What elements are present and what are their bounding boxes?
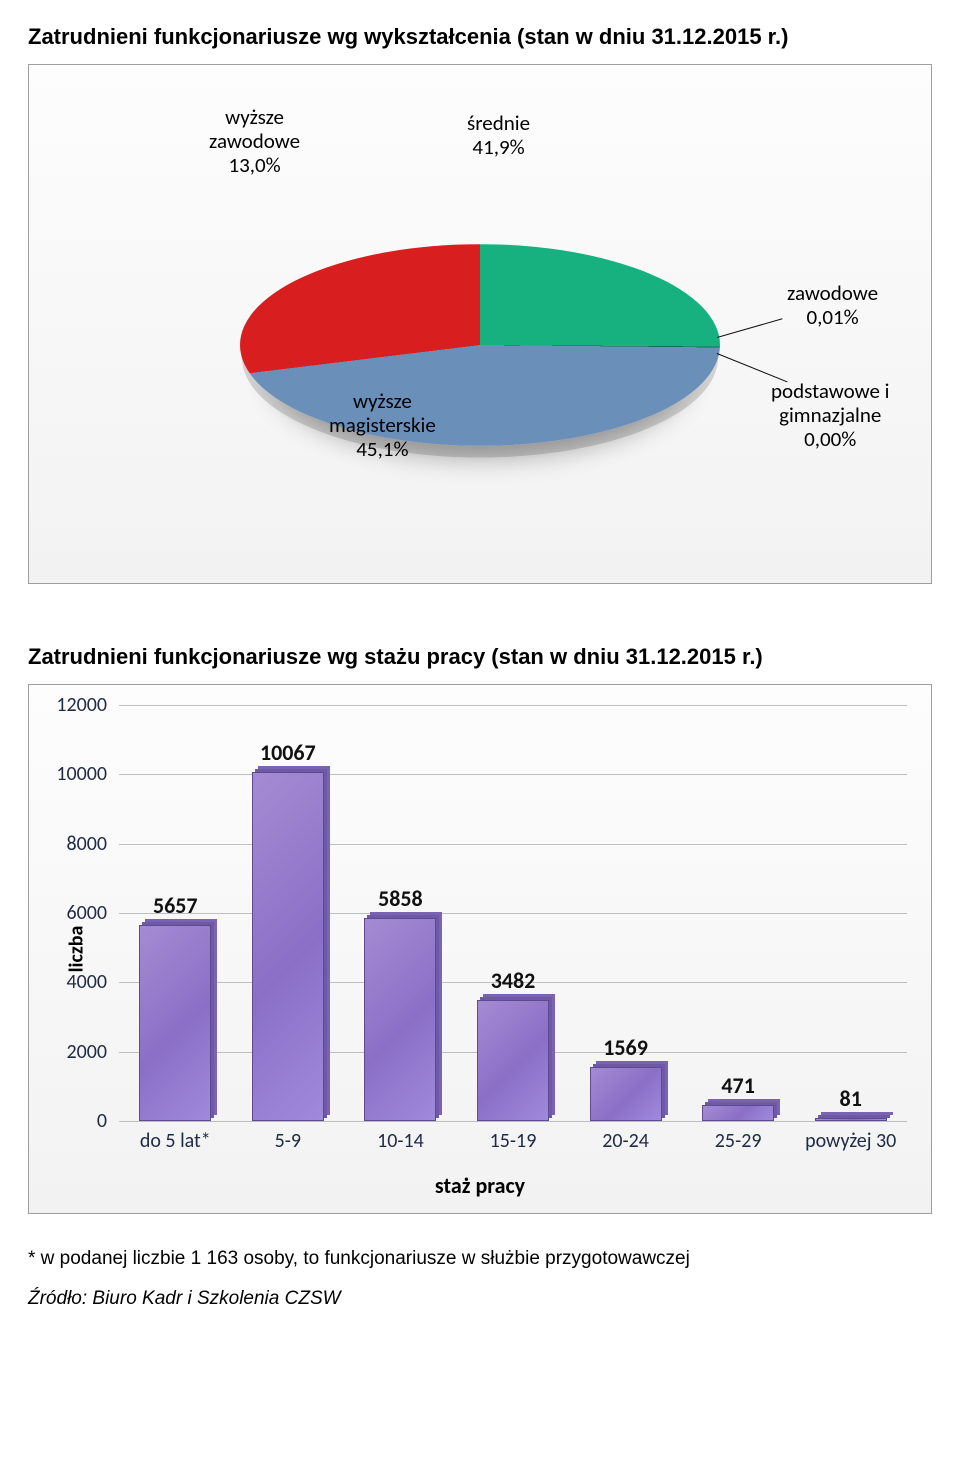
- pie-leader-1: [717, 318, 783, 338]
- bar-chart-title: Zatrudnieni funkcjonariusze wg stażu pra…: [28, 644, 932, 670]
- bar: [477, 1000, 549, 1121]
- bar-y-axis-title: liczba: [64, 926, 88, 973]
- bar-ytick: 2000: [47, 1040, 107, 1064]
- bar-category-label: do 5 lat*: [115, 1129, 235, 1153]
- bar-value-label: 3482: [453, 967, 573, 994]
- bar: [702, 1105, 774, 1121]
- pie-label-wyzsze-zawodowe: wyższe zawodowe 13,0%: [209, 105, 300, 177]
- bar: [364, 918, 436, 1121]
- bar: [590, 1067, 662, 1121]
- bar-category-label: 20-24: [566, 1129, 686, 1153]
- bar-value-label: 10067: [228, 739, 348, 766]
- bar-category-label: powyżej 30: [791, 1129, 911, 1153]
- bar-ytick: 8000: [47, 832, 107, 856]
- bar-gridline: [119, 705, 907, 706]
- bar-value-label: 81: [791, 1085, 911, 1112]
- bar-ytick: 4000: [47, 970, 107, 994]
- pie-chart: średnie 41,9% wyższe zawodowe 13,0% wyżs…: [28, 64, 932, 584]
- bar-ytick: 6000: [47, 901, 107, 925]
- bar-category-label: 15-19: [453, 1129, 573, 1153]
- pie-graphic: [240, 244, 720, 446]
- pie-label-zawodowe: zawodowe 0,01%: [787, 281, 878, 329]
- bar-value-label: 471: [678, 1072, 798, 1099]
- pie-leader-2: [717, 353, 788, 382]
- source-text: Źródło: Biuro Kadr i Szkolenia CZSW: [28, 1288, 932, 1310]
- pie-label-magisterskie: wyższe magisterskie 45,1%: [329, 389, 436, 461]
- bar-gridline: [119, 774, 907, 775]
- bar: [139, 925, 211, 1121]
- pie-label-podstawowe: podstawowe i gimnazjalne 0,00%: [771, 379, 889, 451]
- bar-plot-area: 0200040006000800010000120005657do 5 lat*…: [119, 705, 907, 1121]
- bar-gridline: [119, 844, 907, 845]
- bar: [815, 1118, 887, 1121]
- footnote: * w podanej liczbie 1 163 osoby, to funk…: [28, 1248, 932, 1270]
- bar-value-label: 1569: [566, 1034, 686, 1061]
- bar-x-axis-title: staż pracy: [435, 1172, 525, 1199]
- bar-value-label: 5657: [115, 892, 235, 919]
- pie-chart-title: Zatrudnieni funkcjonariusze wg wykształc…: [28, 24, 932, 50]
- bar-ytick: 10000: [47, 762, 107, 786]
- bar-ytick: 12000: [47, 693, 107, 717]
- bar-category-label: 25-29: [678, 1129, 798, 1153]
- bar-value-label: 5858: [340, 885, 460, 912]
- bar: [252, 772, 324, 1121]
- pie-label-srednie: średnie 41,9%: [467, 111, 530, 159]
- bar-category-label: 5-9: [228, 1129, 348, 1153]
- bar-category-label: 10-14: [340, 1129, 460, 1153]
- bar-ytick: 0: [47, 1109, 107, 1133]
- bar-chart: liczba 0200040006000800010000120005657do…: [28, 684, 932, 1214]
- bar-gridline: [119, 1121, 907, 1122]
- bar-gridline: [119, 913, 907, 914]
